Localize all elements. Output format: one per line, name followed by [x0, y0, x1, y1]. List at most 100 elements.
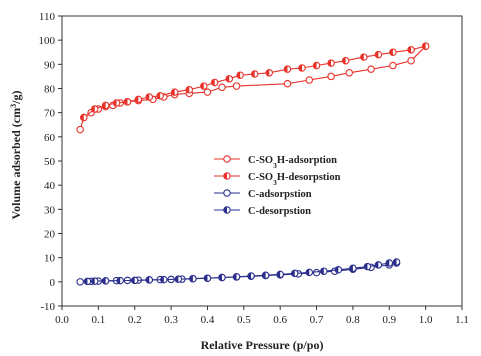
data-point — [223, 189, 231, 197]
data-point-fill — [156, 92, 161, 99]
data-point — [283, 79, 292, 88]
data-point-fill — [131, 277, 135, 284]
data-point — [327, 72, 335, 81]
x-tick-label: 0.3 — [164, 314, 178, 326]
y-tick-label: 80 — [44, 84, 56, 96]
y-axis-label-superscript: 3 — [9, 104, 18, 108]
legend-item: C-SO3H-adsorption — [214, 155, 337, 170]
y-tick-label: 90 — [44, 59, 56, 71]
y-tick-label: 100 — [39, 35, 56, 47]
x-tick-label: 0.2 — [128, 314, 142, 326]
data-point-fill — [223, 172, 227, 180]
data-point-fill — [276, 271, 281, 278]
data-point-fill — [298, 64, 302, 72]
series-2 — [76, 259, 401, 286]
data-point — [232, 82, 241, 90]
data-point — [407, 56, 415, 65]
data-point-fill — [247, 272, 252, 280]
legend-label: C-SO3H-desorpstion — [248, 172, 341, 187]
data-point-fill — [375, 51, 379, 58]
data-point-fill — [84, 278, 88, 285]
x-tick-label: 0.7 — [310, 314, 324, 326]
legend-label: C-desorpstion — [248, 206, 311, 217]
legend-label: C-SO3H-adsorption — [248, 155, 337, 170]
y-tick-label: 0 — [50, 277, 56, 289]
data-point — [223, 155, 231, 163]
data-point-fill — [146, 93, 150, 101]
data-point-fill — [116, 277, 121, 284]
data-point-fill — [233, 273, 237, 280]
y-tick-label: 70 — [44, 108, 56, 120]
y-tick-label: 60 — [44, 132, 56, 144]
data-point-fill — [102, 102, 106, 109]
data-point-fill — [335, 266, 339, 273]
data-point — [76, 278, 84, 286]
x-tick-label: 0.5 — [237, 314, 251, 326]
legend-item: C-desorpstion — [214, 206, 311, 217]
series-line — [79, 45, 426, 130]
data-point-fill — [284, 65, 288, 73]
legend-label-part: C-SO — [248, 172, 273, 183]
data-point-fill — [171, 88, 175, 96]
data-point — [203, 88, 212, 96]
series-line — [83, 45, 426, 118]
x-tick-label: 1.1 — [455, 314, 469, 326]
y-tick-label: 50 — [44, 156, 56, 168]
y-tick-label: 30 — [44, 204, 56, 216]
y-tick-label: 40 — [44, 180, 56, 192]
data-point-fill — [91, 277, 95, 285]
data-point-fill — [124, 98, 128, 105]
data-point-fill — [218, 274, 222, 281]
data-point — [312, 268, 321, 277]
data-point-fill — [306, 269, 310, 276]
data-point-fill — [342, 57, 346, 64]
y-tick-label: 20 — [44, 229, 56, 241]
legend-item: C-SO3H-desorpstion — [214, 172, 341, 187]
legend-label-part: C-adsorpstion — [248, 189, 312, 200]
y-tick-label: 110 — [39, 11, 56, 23]
x-tick-label: 0.9 — [382, 314, 396, 326]
data-point — [305, 76, 314, 84]
data-point-fill — [236, 72, 241, 79]
legend-label-part: H-desorpstion — [277, 172, 341, 183]
y-tick-label: 10 — [44, 253, 56, 265]
data-point-fill — [160, 276, 164, 283]
data-point-fill — [186, 86, 190, 93]
legend-label-part: C-SO — [248, 155, 273, 166]
data-point-fill — [389, 49, 393, 56]
data-point-fill — [320, 268, 324, 275]
x-tick-label: 1.0 — [419, 314, 433, 326]
y-axis-label: Volume adsorbed (cm3/g) — [9, 91, 24, 220]
data-point-fill — [262, 272, 266, 279]
data-point — [367, 65, 375, 73]
legend-label-part: 3 — [273, 178, 277, 187]
y-axis-label-part: Volume adsorbed (cm — [9, 108, 23, 220]
legend-item: C-adsorpstion — [214, 189, 312, 200]
data-point-fill — [146, 276, 150, 284]
legend-label-part: H-adsorption — [277, 155, 337, 166]
data-point-fill — [327, 59, 332, 67]
x-tick-label: 0.6 — [273, 314, 287, 326]
data-point-fill — [175, 275, 179, 283]
data-point — [76, 125, 84, 134]
x-axis-label: Relative Pressure (p/po) — [201, 338, 324, 352]
data-point-fill — [226, 75, 230, 83]
legend-label-part: C-desorpstion — [248, 206, 311, 217]
data-point-fill — [200, 82, 204, 90]
data-point-fill — [113, 99, 117, 107]
data-point-fill — [393, 258, 397, 266]
data-point-fill — [251, 70, 255, 78]
data-point-fill — [135, 96, 139, 103]
data-point-fill — [204, 275, 208, 282]
data-point-fill — [375, 261, 379, 269]
data-point-fill — [313, 62, 317, 69]
data-point-fill — [223, 206, 227, 214]
data-point-fill — [91, 105, 95, 113]
x-tick-label: 0.1 — [91, 314, 105, 326]
data-point-fill — [386, 259, 390, 267]
data-point-fill — [211, 79, 215, 86]
legend-label-part: 3 — [273, 161, 277, 170]
data-point-fill — [407, 46, 412, 54]
data-point — [218, 83, 226, 92]
y-tick-label: -10 — [40, 301, 55, 313]
